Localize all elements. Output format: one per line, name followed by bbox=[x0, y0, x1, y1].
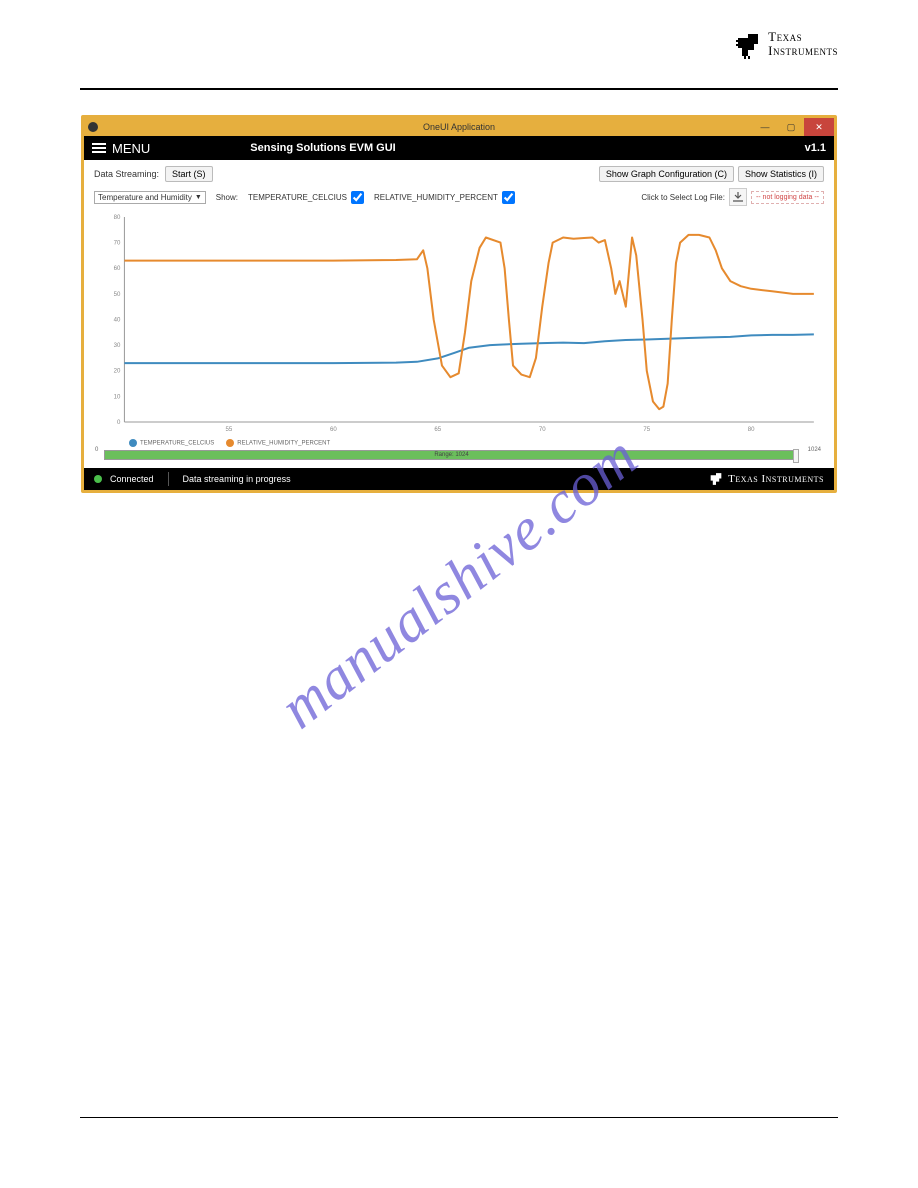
streaming-label: Data streaming in progress bbox=[183, 474, 291, 484]
chart-legend: TEMPERATURE_CELCIUS RELATIVE_HUMIDITY_PE… bbox=[94, 439, 824, 447]
divider-top bbox=[80, 88, 838, 90]
svg-text:60: 60 bbox=[330, 427, 337, 433]
svg-text:80: 80 bbox=[748, 427, 755, 433]
statusbar: Connected Data streaming in progress Tex… bbox=[84, 468, 834, 490]
log-file-label: Click to Select Log File: bbox=[641, 193, 725, 202]
menu-label[interactable]: MENU bbox=[112, 141, 150, 156]
svg-text:70: 70 bbox=[539, 427, 546, 433]
app-body: Data Streaming: Start (S) Show Graph Con… bbox=[84, 160, 834, 468]
window-title: OneUI Application bbox=[423, 122, 495, 132]
range-handle[interactable] bbox=[793, 449, 799, 463]
range-start: 0 bbox=[95, 447, 98, 453]
series-dropdown[interactable]: Temperature and Humidity ▼ bbox=[94, 191, 206, 204]
svg-text:70: 70 bbox=[114, 241, 121, 247]
svg-text:30: 30 bbox=[114, 343, 121, 349]
svg-text:0: 0 bbox=[117, 420, 121, 426]
show-statistics-button[interactable]: Show Statistics (I) bbox=[738, 166, 824, 182]
line-chart[interactable]: 0 10 20 30 40 50 60 70 80 55 60 65 70 75 80 bbox=[94, 212, 824, 437]
legend-item-temperature: TEMPERATURE_CELCIUS bbox=[129, 439, 214, 447]
svg-text:40: 40 bbox=[114, 318, 121, 324]
series2-label: RELATIVE_HUMIDITY_PERCENT bbox=[374, 193, 498, 202]
connected-indicator-icon bbox=[94, 475, 102, 483]
download-log-button[interactable] bbox=[729, 188, 747, 206]
svg-text:20: 20 bbox=[114, 369, 121, 375]
svg-text:65: 65 bbox=[434, 427, 441, 433]
not-logging-badge: -- not logging data -- bbox=[751, 191, 824, 204]
brand-line2: Instruments bbox=[768, 44, 838, 58]
range-bar-wrap: 0 Range: 1024 1024 bbox=[94, 450, 824, 464]
app-subtitle: Sensing Solutions EVM GUI bbox=[250, 142, 395, 154]
toolbar-row-2: Temperature and Humidity ▼ Show: TEMPERA… bbox=[94, 188, 824, 206]
close-button[interactable]: ✕ bbox=[804, 118, 834, 136]
maximize-button[interactable]: ▢ bbox=[778, 118, 804, 136]
show-label: Show: bbox=[216, 193, 238, 202]
series1-label: TEMPERATURE_CELCIUS bbox=[248, 193, 347, 202]
app-menubar: MENU Sensing Solutions EVM GUI v1.1 bbox=[84, 136, 834, 160]
download-icon bbox=[733, 192, 743, 202]
start-button[interactable]: Start (S) bbox=[165, 166, 213, 182]
svg-text:80: 80 bbox=[114, 215, 121, 221]
svg-text:50: 50 bbox=[114, 292, 121, 298]
app-version: v1.1 bbox=[805, 142, 826, 154]
minimize-button[interactable]: — bbox=[752, 118, 778, 136]
chevron-down-icon: ▼ bbox=[195, 194, 202, 201]
data-streaming-label: Data Streaming: bbox=[94, 169, 159, 179]
divider-bottom bbox=[80, 1117, 838, 1118]
series2-checkbox[interactable] bbox=[502, 191, 515, 204]
range-slider[interactable]: Range: 1024 bbox=[104, 450, 799, 460]
toolbar-row-1: Data Streaming: Start (S) Show Graph Con… bbox=[94, 166, 824, 182]
hamburger-icon[interactable] bbox=[92, 141, 106, 155]
show-graph-config-button[interactable]: Show Graph Configuration (C) bbox=[599, 166, 734, 182]
range-end: 1024 bbox=[808, 447, 821, 453]
statusbar-divider bbox=[168, 472, 169, 486]
svg-text:55: 55 bbox=[225, 427, 232, 433]
app-window: OneUI Application — ▢ ✕ MENU Sensing Sol… bbox=[81, 115, 837, 493]
brand-line1: Texas bbox=[768, 30, 838, 44]
app-icon bbox=[88, 122, 98, 132]
svg-text:75: 75 bbox=[643, 427, 650, 433]
ti-chip-icon bbox=[708, 471, 724, 487]
series1-checkbox[interactable] bbox=[351, 191, 364, 204]
svg-text:60: 60 bbox=[114, 266, 121, 272]
dropdown-value: Temperature and Humidity bbox=[98, 193, 192, 202]
ti-footer-logo: Texas Instruments bbox=[708, 471, 824, 487]
legend-item-humidity: RELATIVE_HUMIDITY_PERCENT bbox=[226, 439, 330, 447]
ti-logo-top: Texas Instruments bbox=[734, 30, 838, 60]
ti-footer-text: Texas Instruments bbox=[728, 473, 824, 485]
svg-text:10: 10 bbox=[114, 394, 121, 400]
connected-label: Connected bbox=[110, 474, 154, 484]
window-titlebar[interactable]: OneUI Application — ▢ ✕ bbox=[84, 118, 834, 136]
chart-area: 0 10 20 30 40 50 60 70 80 55 60 65 70 75 80 bbox=[94, 212, 824, 437]
range-label: Range: 1024 bbox=[434, 452, 468, 458]
ti-chip-icon bbox=[734, 30, 762, 60]
